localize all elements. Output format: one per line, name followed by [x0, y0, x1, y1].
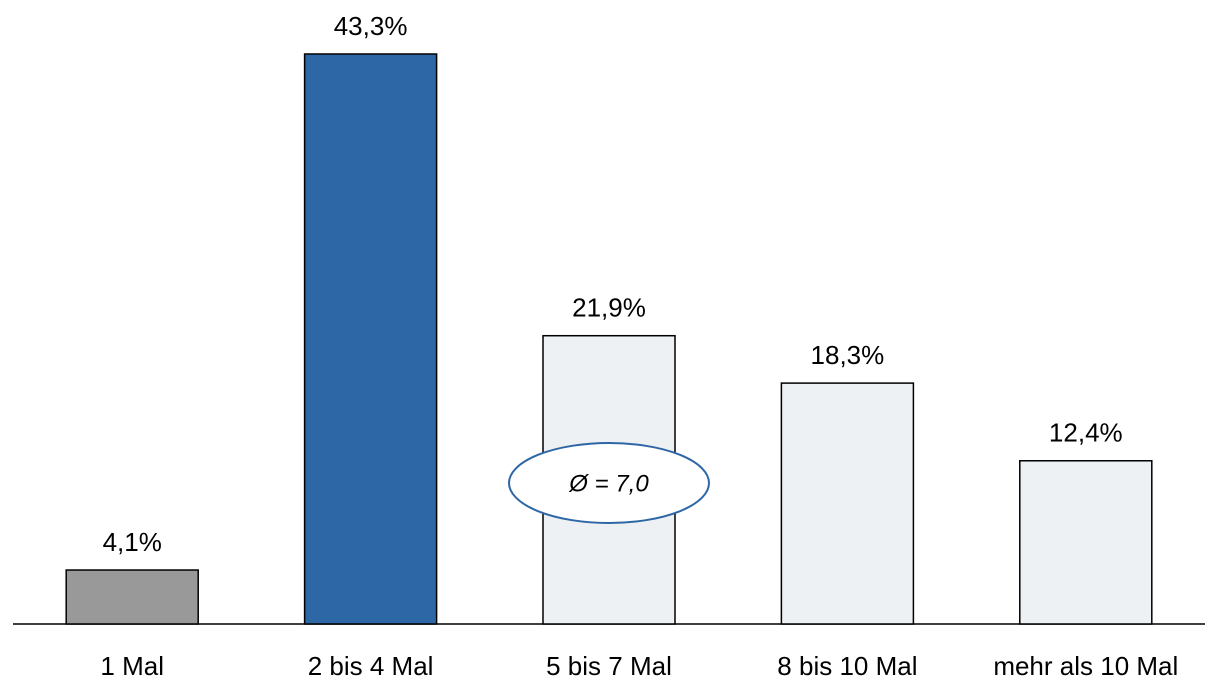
x-tick-label: mehr als 10 Mal: [993, 651, 1178, 681]
value-label: 12,4%: [1049, 418, 1123, 448]
bar: [1019, 460, 1153, 625]
bar: [780, 382, 915, 625]
value-label: 4,1%: [103, 527, 162, 557]
value-label: 18,3%: [811, 340, 885, 370]
bar: [303, 53, 438, 625]
value-label: 21,9%: [572, 293, 646, 323]
x-tick-label: 8 bis 10 Mal: [777, 651, 917, 681]
x-tick-label: 5 bis 7 Mal: [546, 651, 672, 681]
value-label: 43,3%: [334, 11, 408, 41]
x-tick-label: 2 bis 4 Mal: [308, 651, 434, 681]
annotation: Ø = 7,0: [568, 470, 649, 497]
x-tick-label: 1 Mal: [100, 651, 164, 681]
annotation-ellipse: [508, 442, 710, 524]
bar: [65, 569, 199, 625]
